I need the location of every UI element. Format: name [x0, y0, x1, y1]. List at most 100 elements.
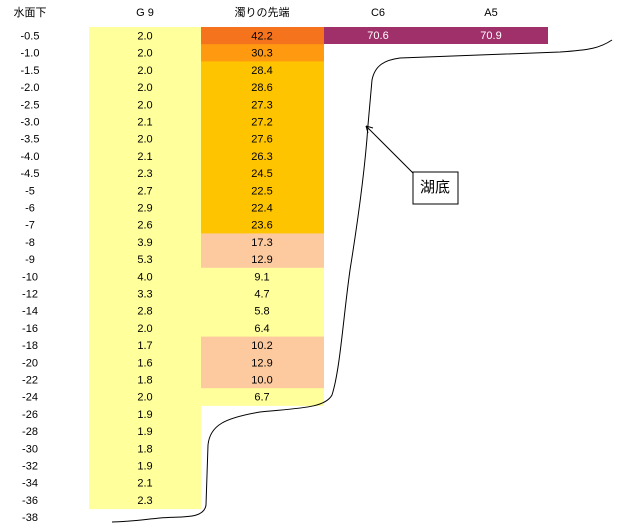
rows: -0.5 2.0 42.2 -1.0 2.0 30.3 -1.5 2.0 28.4 -2.0 2.0…: [21, 27, 324, 524]
turbidity-cell: [201, 353, 324, 372]
g9-value: 2.9: [137, 203, 152, 215]
g9-cell: [89, 113, 201, 131]
turbidity-cell: [201, 27, 324, 45]
depth: -3.5: [21, 134, 40, 146]
header-a5: A5: [484, 7, 497, 19]
g9-cell: [89, 388, 201, 406]
annotation-box: [412, 171, 459, 205]
turbidity-value: 10.0: [251, 375, 272, 387]
depth: -4.0: [21, 151, 40, 163]
turbidity-cell: [201, 181, 324, 200]
turbidity-cell: [201, 78, 324, 97]
turbidity-value: 6.7: [254, 392, 269, 404]
annotation: 湖底: [420, 179, 450, 196]
g9-cell: [89, 319, 201, 338]
turbidity-value: 27.6: [251, 134, 272, 146]
g9-value: 2.7: [137, 185, 152, 197]
g9-value: 1.9: [137, 409, 152, 421]
g9-value: 2.0: [137, 392, 152, 404]
g9-value: 2.8: [137, 306, 152, 318]
depth: -18: [22, 340, 38, 352]
purple-row: [324, 27, 548, 44]
depth: -14: [22, 306, 38, 318]
g9-value: 3.3: [137, 289, 152, 301]
depth: -36: [22, 495, 38, 507]
g9-value: 5.3: [137, 254, 152, 266]
turbidity-value: 10.2: [251, 340, 272, 352]
depth: -1.5: [21, 65, 40, 77]
turbidity-cell: [201, 130, 324, 148]
depth: -8: [25, 237, 35, 249]
turbidity-cell: [201, 95, 324, 114]
g9-cell: [89, 44, 201, 62]
depth: -6: [25, 203, 35, 215]
depth: -2.5: [21, 99, 40, 111]
turbidity-cell: [201, 250, 324, 269]
depth: -12: [22, 289, 38, 301]
turbidity-value: 27.2: [251, 117, 272, 129]
turbidity-cell: [201, 388, 324, 406]
turbidity-value: 24.5: [251, 168, 272, 180]
g9-cell: [89, 405, 201, 424]
g9-value: 1.8: [137, 375, 152, 387]
g9-cell: [89, 61, 201, 80]
turbidity-value: 28.4: [251, 65, 272, 77]
turbidity-value: 28.6: [251, 82, 272, 94]
g9-cell: [89, 130, 201, 148]
g9-cell: [89, 267, 201, 286]
depth: -30: [22, 443, 38, 455]
g9-value: 4.0: [137, 271, 152, 283]
depth: -3.0: [21, 117, 40, 129]
turbidity-cell: [201, 216, 324, 234]
g9-value: 2.6: [137, 220, 152, 232]
turbidity-value: 42.2: [251, 31, 272, 43]
turbidity-value: 5.8: [254, 306, 269, 318]
turbidity-cell: [201, 61, 324, 80]
g9-cell: [89, 371, 201, 389]
depth: -26: [22, 409, 38, 421]
g9-cell: [89, 353, 201, 372]
header-turbidity: 濁りの先端: [235, 6, 290, 19]
turbidity-value: 26.3: [251, 151, 272, 163]
g9-cell: [89, 422, 201, 441]
g9-cell: [89, 491, 201, 510]
g9-cell: [89, 27, 201, 45]
g9-value: 2.0: [137, 31, 152, 43]
g9-cell: [89, 216, 201, 234]
turbidity-value: 4.7: [254, 289, 269, 301]
lake-bottom-line: [111, 39, 613, 523]
g9-value: 3.9: [137, 237, 152, 249]
g9-cell: [89, 439, 201, 458]
turbidity-cell: [201, 267, 324, 286]
depth: -24: [22, 392, 38, 404]
turbidity-cell: [201, 302, 324, 320]
g9-value: 2.0: [137, 323, 152, 335]
g9-cell: [89, 250, 201, 269]
turbidity-value: 12.9: [251, 254, 272, 266]
turbidity-value: 12.9: [251, 357, 272, 369]
depth: -1.0: [21, 48, 40, 60]
g9-value: 2.0: [137, 134, 152, 146]
g9-value: 1.9: [137, 461, 152, 473]
turbidity-value: 6.4: [254, 323, 269, 335]
depth: -7: [25, 220, 35, 232]
header-depth: 水面下: [14, 6, 47, 19]
g9-cell: [89, 147, 201, 166]
turbidity-cell: [201, 164, 324, 183]
g9-value: 2.0: [137, 99, 152, 111]
g9-cell: [89, 78, 201, 97]
g9-value: 1.7: [137, 340, 152, 352]
depth: -4.5: [21, 168, 40, 180]
arrow-head: [365, 125, 374, 134]
depth: -5: [25, 185, 35, 197]
turbidity-value: 9.1: [254, 271, 269, 283]
g9-cell: [89, 164, 201, 183]
depth: -32: [22, 461, 38, 473]
depth: -0.5: [21, 31, 40, 43]
turbidity-cell: [201, 233, 324, 252]
depth: -28: [22, 426, 38, 438]
g9-cell: [89, 181, 201, 200]
turbidity-cell: [201, 147, 324, 166]
